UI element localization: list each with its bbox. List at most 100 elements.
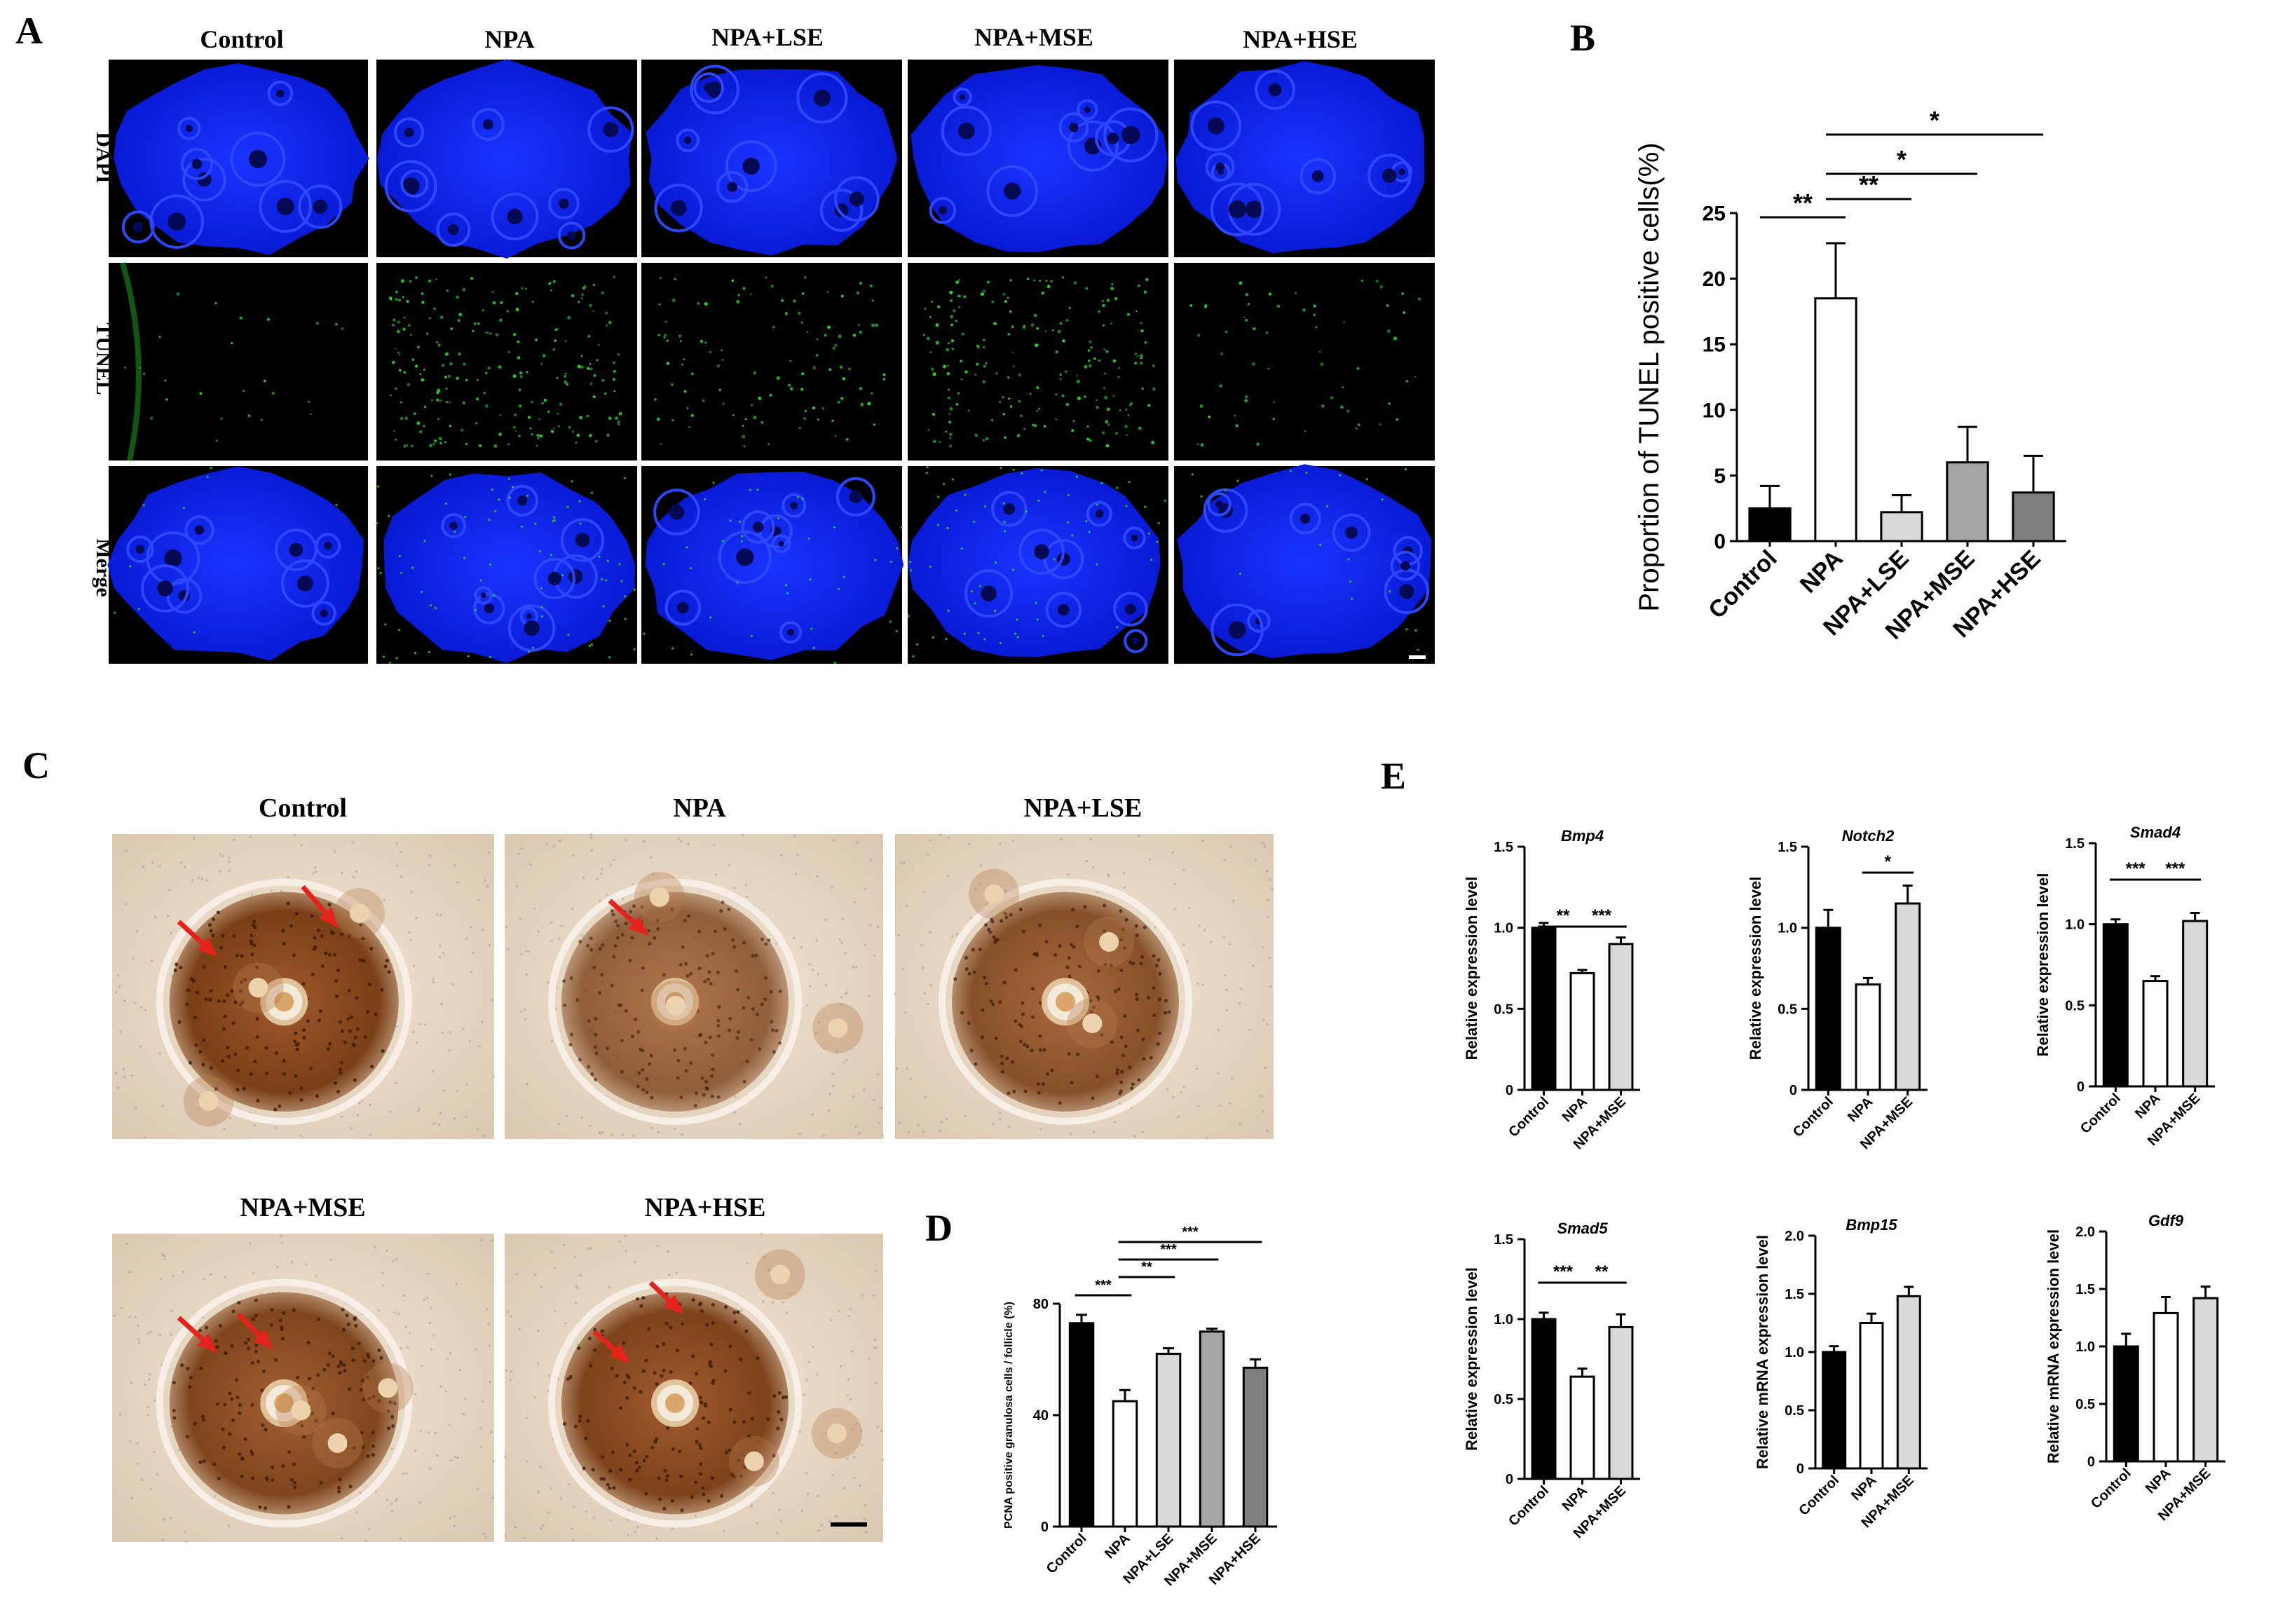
chart-e5: 0 0.5 1.0 1.5 2.0 Relative mRNA expression le… bbox=[1754, 1216, 1928, 1531]
panel-a-image-tunel-npa-hse bbox=[1174, 263, 1435, 460]
y-tick-label: 1.5 bbox=[1778, 840, 1797, 855]
x-tick-label: NPA bbox=[1560, 1483, 1590, 1514]
chart-title: Bmp15 bbox=[1846, 1216, 1897, 1234]
x-tick-label: NPA bbox=[1102, 1531, 1133, 1562]
panel-a-image-grid bbox=[107, 59, 1435, 664]
panel-letter-e: E bbox=[1381, 755, 1406, 797]
y-axis-label: Relative expression level bbox=[1747, 877, 1764, 1060]
panel-a-image-dapi-npa-lse bbox=[641, 60, 902, 257]
x-tick-label: NPA bbox=[1848, 1473, 1879, 1503]
y-tick-label: 5 bbox=[1714, 465, 1726, 488]
panel-a-col-label-npa-lse: NPA+LSE bbox=[711, 23, 824, 51]
panel-letter-c: C bbox=[22, 744, 50, 786]
panel-c-image-npa-lse bbox=[894, 833, 1274, 1140]
panel-c-title-npa-lse: NPA+LSE bbox=[1024, 793, 1142, 823]
y-tick-label: 1.5 bbox=[2065, 836, 2085, 852]
y-tick-label: 1.5 bbox=[1785, 1287, 1804, 1302]
significance-label: * bbox=[1897, 145, 1906, 174]
panel-a-image-merge-npa-hse bbox=[1174, 464, 1435, 664]
y-tick-label: 40 bbox=[1033, 1408, 1049, 1424]
y-tick-label: 0 bbox=[1789, 1083, 1797, 1098]
y-tick-label: 0.5 bbox=[2075, 1397, 2095, 1412]
chart-d: 0 40 80 PCNA positive granulosa cells / fol… bbox=[1003, 1224, 1277, 1589]
bar-control bbox=[1531, 1318, 1557, 1480]
y-tick-label: 0 bbox=[1506, 1472, 1513, 1487]
panel-a-col-label-npa: NPA bbox=[484, 25, 534, 53]
x-tick-label: NPA bbox=[2143, 1466, 2174, 1496]
significance-label: *** bbox=[1592, 906, 1612, 925]
significance-label: *** bbox=[2165, 859, 2185, 878]
bar-control bbox=[2102, 923, 2129, 1088]
panel-a-col-label-control: Control bbox=[200, 25, 283, 53]
x-tick-label: Control bbox=[1796, 1473, 1842, 1519]
panel-a-image-tunel-control bbox=[109, 261, 368, 461]
x-tick-label: NPA bbox=[1795, 545, 1848, 599]
panel-a-image-dapi-control bbox=[109, 60, 369, 257]
y-tick-label: 0.5 bbox=[2065, 998, 2085, 1014]
y-tick-label: 1.0 bbox=[1494, 921, 1513, 936]
y-tick-label: 1.5 bbox=[1494, 840, 1513, 855]
panel-c-title-npa: NPA bbox=[673, 793, 726, 823]
y-tick-label: 1.0 bbox=[1785, 1345, 1804, 1360]
bar-control bbox=[1822, 1351, 1847, 1470]
bar-control bbox=[1068, 1322, 1095, 1528]
x-tick-label: Control bbox=[2088, 1466, 2134, 1512]
chart-e1: 0 0.5 1.0 1.5 Relative expression level Bmp4 C… bbox=[1463, 827, 1640, 1152]
bar-npa-lse bbox=[1155, 1353, 1182, 1528]
significance-label: *** bbox=[2126, 859, 2146, 878]
y-tick-label: 10 bbox=[1703, 399, 1726, 422]
panel-c-red-arrow bbox=[236, 1312, 274, 1350]
panel-a-image-dapi-npa-mse bbox=[908, 60, 1168, 257]
y-tick-label: 2.0 bbox=[2075, 1224, 2095, 1240]
panel-c-red-arrow bbox=[177, 920, 218, 957]
chart-e3: 0 0.5 1.0 1.5 Relative expression level Smad4… bbox=[2034, 824, 2215, 1149]
x-tick-label: Control bbox=[1506, 1483, 1552, 1529]
panel-c-title-control: Control bbox=[259, 793, 347, 823]
significance-label: *** bbox=[1553, 1262, 1574, 1281]
y-tick-label: 0 bbox=[1506, 1083, 1513, 1098]
bar-npa-mse bbox=[1946, 461, 1989, 543]
chart-title: Smad4 bbox=[2130, 824, 2181, 841]
significance-label: ** bbox=[1859, 170, 1878, 199]
bar-npa-mse bbox=[1895, 902, 1921, 1091]
significance-label: ** bbox=[1141, 1260, 1152, 1275]
bar-npa bbox=[2153, 1311, 2179, 1463]
y-tick-label: 15 bbox=[1703, 334, 1726, 357]
panel-a-col-label-npa-mse: NPA+MSE bbox=[974, 23, 1093, 51]
y-tick-label: 2.0 bbox=[1785, 1229, 1804, 1244]
panel-a-image-tunel-npa-lse bbox=[641, 263, 902, 460]
chart-e4: 0 0.5 1.0 1.5 Relative expression level Smad5… bbox=[1463, 1220, 1640, 1541]
x-tick-label: Control bbox=[1506, 1094, 1552, 1140]
bar-control bbox=[1815, 927, 1841, 1091]
y-tick-label: 1.5 bbox=[2075, 1282, 2095, 1297]
x-tick-label: NPA bbox=[1560, 1094, 1590, 1125]
panel-a-image-dapi-npa bbox=[376, 59, 637, 259]
y-axis-label: Relative expression level bbox=[1463, 877, 1480, 1060]
bar-npa bbox=[1855, 983, 1881, 1091]
bar-npa-hse bbox=[1242, 1366, 1269, 1528]
panel-c-red-arrow bbox=[608, 899, 649, 936]
chart-e6: 0 0.5 1.0 1.5 2.0 Relative mRNA expression le… bbox=[2045, 1212, 2225, 1524]
bar-control bbox=[2113, 1345, 2139, 1463]
y-axis-label: Relative mRNA expression level bbox=[2045, 1229, 2062, 1463]
y-tick-label: 0 bbox=[2077, 1079, 2085, 1095]
panel-letter-d: D bbox=[925, 1207, 953, 1249]
panel-c-title-npa-mse: NPA+MSE bbox=[240, 1193, 365, 1222]
panel-a-image-merge-npa-lse bbox=[641, 466, 904, 664]
bar-npa bbox=[1814, 297, 1857, 543]
panel-a-image-merge-npa-mse bbox=[907, 466, 1168, 664]
y-tick-label: 1.0 bbox=[2075, 1339, 2095, 1355]
bar-npa bbox=[1859, 1322, 1884, 1470]
y-tick-label: 20 bbox=[1703, 268, 1726, 291]
panel-c-scale-bar bbox=[831, 1522, 867, 1527]
y-axis-label: PCNA positive granulosa cells / follicle… bbox=[1003, 1302, 1015, 1529]
bar-control bbox=[1748, 507, 1792, 543]
significance-label: * bbox=[1930, 106, 1939, 135]
y-axis-label: Proportion of TUNEL positive cells(%) bbox=[1634, 142, 1665, 611]
y-tick-label: 1.5 bbox=[1494, 1232, 1513, 1248]
panel-c-red-arrow bbox=[301, 885, 339, 928]
panel-a-col-label-npa-hse: NPA+HSE bbox=[1243, 25, 1358, 53]
panel-a-image-merge-npa bbox=[375, 466, 637, 664]
significance-label: * bbox=[1885, 852, 1892, 871]
